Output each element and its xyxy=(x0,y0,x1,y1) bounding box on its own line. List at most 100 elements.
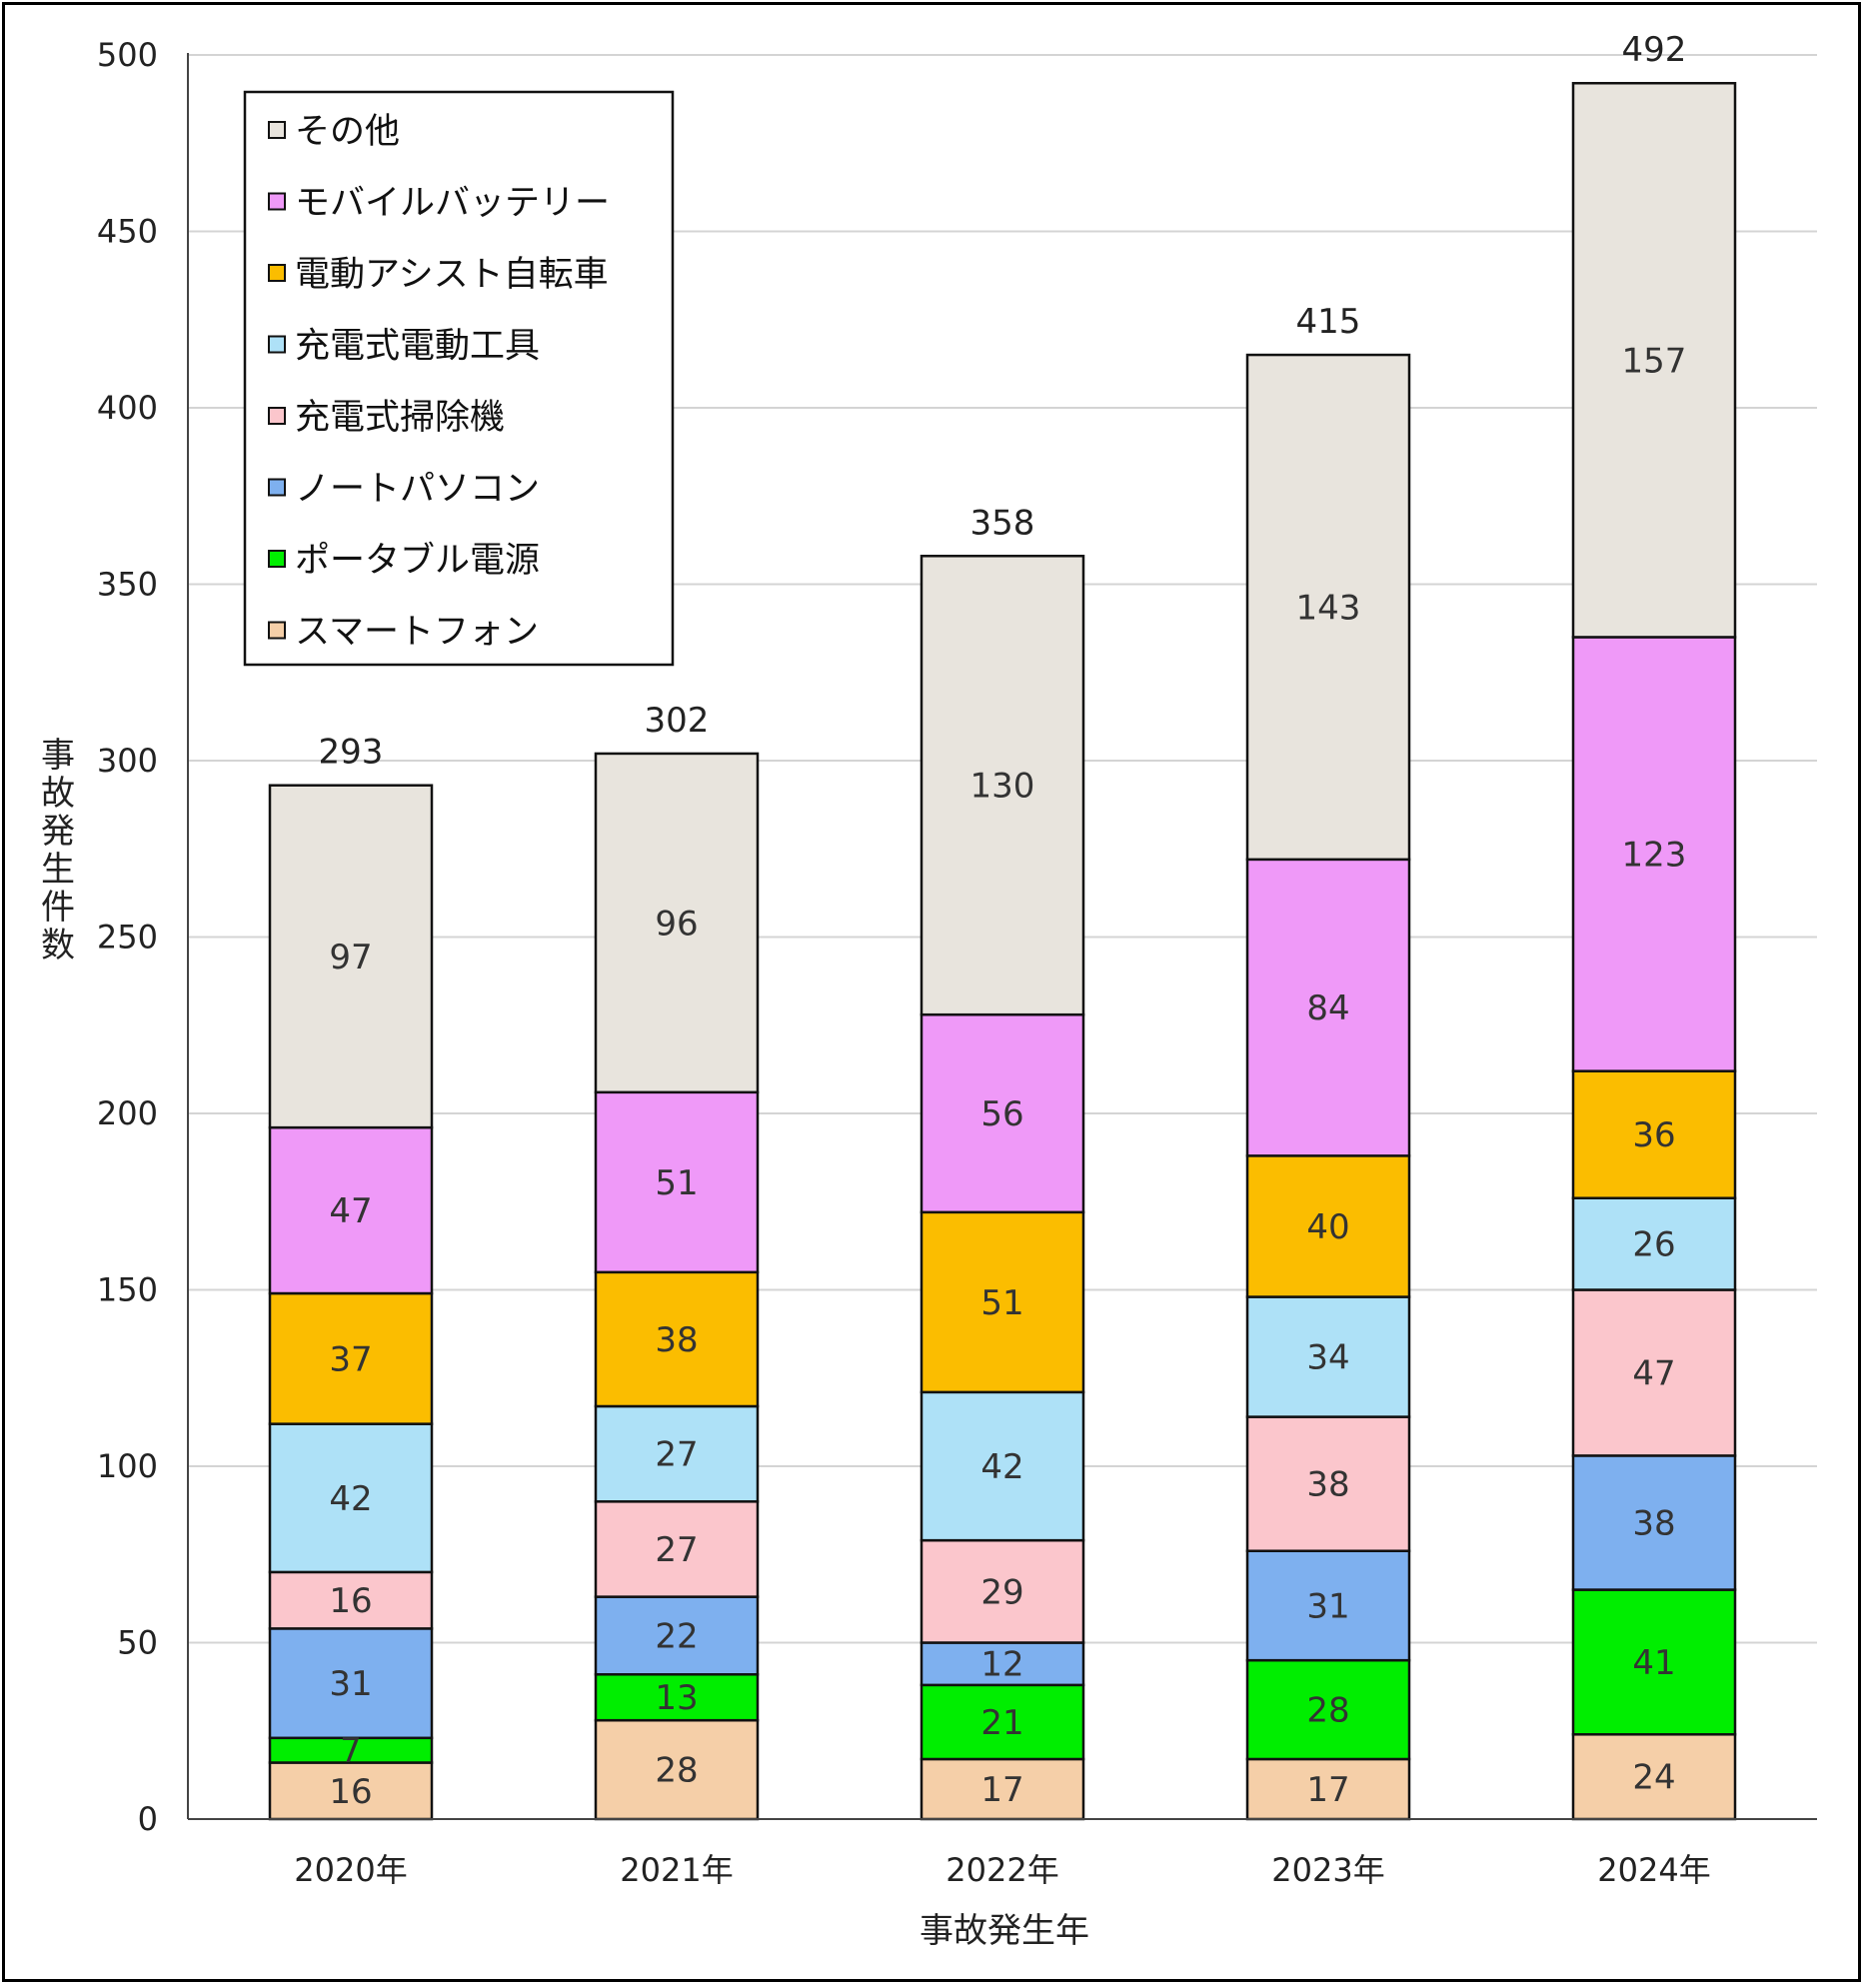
segment-value-label: 42 xyxy=(329,1479,372,1519)
bar-segment xyxy=(594,1090,760,1274)
bar-segment xyxy=(268,1422,434,1574)
legend-swatch xyxy=(268,478,286,497)
y-tick-label: 350 xyxy=(97,566,158,604)
y-tick-label: 500 xyxy=(97,36,158,74)
segment-value-label: 51 xyxy=(980,1283,1023,1323)
y-axis-title-char: 件 xyxy=(41,888,75,928)
bar-segment xyxy=(1245,1415,1411,1552)
segment-value-label: 56 xyxy=(980,1094,1023,1134)
y-tick-label: 400 xyxy=(97,389,158,427)
legend-label: 充電式掃除機 xyxy=(295,398,505,438)
segment-value-label: 37 xyxy=(329,1339,372,1379)
segment-value-label: 29 xyxy=(980,1572,1023,1612)
legend-swatch xyxy=(268,550,286,568)
bar-segment xyxy=(1571,1454,1737,1591)
legend-swatch xyxy=(268,335,286,354)
bar-segment xyxy=(1245,1658,1411,1761)
segment-value-label: 7 xyxy=(340,1731,362,1771)
segment-value-label: 123 xyxy=(1622,836,1687,876)
legend-label: モバイルバッテリー xyxy=(295,184,610,224)
segment-value-label: 157 xyxy=(1622,341,1687,381)
segment-value-label: 41 xyxy=(1632,1643,1675,1683)
segment-value-label: 28 xyxy=(1306,1691,1349,1731)
bar-segment xyxy=(1571,1288,1737,1457)
segment-value-label: 36 xyxy=(1632,1115,1675,1155)
segment-value-label: 31 xyxy=(329,1664,372,1704)
x-axis-title: 事故発生年 xyxy=(920,1911,1089,1951)
segment-value-label: 130 xyxy=(970,767,1035,807)
bar-segment xyxy=(594,1718,760,1821)
bars xyxy=(268,81,1737,1821)
segment-value-label: 38 xyxy=(1306,1465,1349,1505)
y-tick-label: 250 xyxy=(97,919,158,957)
bar-segment xyxy=(1245,858,1411,1157)
bar-segment xyxy=(268,1627,434,1740)
bar-segment xyxy=(594,1673,760,1722)
bar-segment xyxy=(268,1736,434,1764)
bar-segment xyxy=(1571,1733,1737,1821)
x-tick-label: 2023年 xyxy=(1271,1851,1384,1889)
segment-value-label: 12 xyxy=(980,1645,1023,1685)
segment-value-label: 51 xyxy=(655,1163,698,1203)
legend-label: スマートフォン xyxy=(295,613,539,653)
bar-segment xyxy=(268,784,434,1129)
segment-value-label: 24 xyxy=(1632,1758,1675,1798)
x-tick-label: 2024年 xyxy=(1597,1851,1710,1889)
total-label: 302 xyxy=(645,701,710,741)
y-tick-label: 450 xyxy=(97,213,158,251)
segment-value-label: 143 xyxy=(1296,588,1361,628)
total-label: 358 xyxy=(970,503,1035,543)
segment-value-label: 27 xyxy=(655,1530,698,1570)
segment-value-label: 16 xyxy=(329,1581,372,1621)
segment-value-label: 47 xyxy=(329,1191,372,1231)
segment-value-label: 31 xyxy=(1306,1586,1349,1626)
segment-value-label: 13 xyxy=(655,1678,698,1718)
segment-value-label: 16 xyxy=(329,1772,372,1812)
bar-segment xyxy=(920,1210,1085,1394)
legend-swatch xyxy=(268,121,286,139)
segment-value-label: 38 xyxy=(655,1320,698,1360)
legend-label: 充電式電動工具 xyxy=(295,327,540,367)
x-tick-label: 2021年 xyxy=(620,1851,733,1889)
y-axis-title-char: 数 xyxy=(41,926,75,966)
bar-segment xyxy=(594,752,760,1094)
total-label: 415 xyxy=(1296,302,1361,342)
y-tick-label: 50 xyxy=(117,1624,158,1662)
segment-value-label: 26 xyxy=(1632,1225,1675,1265)
segment-value-label: 34 xyxy=(1306,1338,1349,1378)
segment-value-label: 38 xyxy=(1632,1503,1675,1543)
legend: その他モバイルバッテリー電動アシスト自転車充電式電動工具充電式掃除機ノートパソコ… xyxy=(243,90,675,667)
legend-swatch xyxy=(268,192,286,211)
segment-value-label: 42 xyxy=(980,1447,1023,1487)
segment-value-label: 28 xyxy=(655,1751,698,1791)
bar-segment xyxy=(1245,1154,1411,1298)
segment-value-label: 22 xyxy=(655,1616,698,1656)
bar-segment xyxy=(1245,1295,1411,1418)
segment-value-label: 97 xyxy=(329,938,372,978)
segment-value-label: 96 xyxy=(655,904,698,944)
y-tick-label: 300 xyxy=(97,742,158,780)
segment-value-label: 17 xyxy=(980,1770,1023,1810)
segment-value-label: 17 xyxy=(1306,1770,1349,1810)
bar-segment xyxy=(920,555,1085,1016)
bar-segment xyxy=(594,1500,760,1598)
legend-label: ノートパソコン xyxy=(295,470,540,510)
labels: 1673116423747972932813222727385196302172… xyxy=(319,30,1687,1812)
bar-segment xyxy=(1571,1069,1737,1199)
y-axis-title-char: 発 xyxy=(41,812,75,852)
bar-segment xyxy=(1245,1549,1411,1662)
bar-segment xyxy=(268,1570,434,1630)
y-axis-title-char: 事 xyxy=(41,736,75,776)
legend-label: ポータブル電源 xyxy=(295,541,540,581)
legend-swatch xyxy=(268,264,286,282)
bar-segment xyxy=(1245,353,1411,862)
segment-value-label: 47 xyxy=(1632,1353,1675,1393)
bar-segment xyxy=(1571,636,1737,1072)
x-tick-label: 2022年 xyxy=(945,1851,1058,1889)
bar-segment xyxy=(268,1125,434,1295)
axes: 0 50 100 150 200 250 300 350 400 450 500 2020年 2021年… xyxy=(97,36,1817,1889)
total-label: 492 xyxy=(1622,30,1687,70)
legend-box xyxy=(243,90,675,667)
